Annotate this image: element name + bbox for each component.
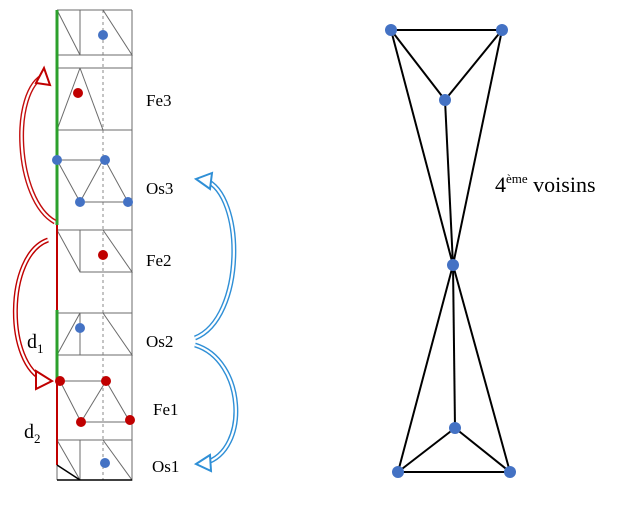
layer-os2 bbox=[56, 312, 133, 356]
os-atom bbox=[52, 155, 62, 165]
os-atom bbox=[123, 197, 133, 207]
blue-arrowhead-top bbox=[193, 171, 214, 191]
os-atom bbox=[75, 323, 85, 333]
layer-os3 bbox=[56, 159, 129, 203]
layer-top-os bbox=[56, 9, 133, 56]
label-os2: Os2 bbox=[146, 332, 173, 351]
label-os1: Os1 bbox=[152, 457, 179, 476]
fe-atom bbox=[101, 376, 111, 386]
blue-arrowhead-bottom bbox=[193, 453, 213, 473]
red-arrowhead-bottom bbox=[35, 369, 55, 391]
label-d1: d1 bbox=[27, 331, 44, 356]
os-atom bbox=[439, 94, 451, 106]
label-fe1: Fe1 bbox=[153, 400, 179, 419]
red-arrows bbox=[12, 65, 57, 391]
crystal-column bbox=[52, 9, 135, 481]
red-arrowhead-top bbox=[34, 65, 52, 87]
layer-fe1 bbox=[59, 380, 131, 423]
layer-fe2 bbox=[56, 229, 133, 273]
fourth-neighbors-diagram bbox=[385, 24, 516, 478]
fe-atom bbox=[98, 250, 108, 260]
fe-atom bbox=[76, 417, 86, 427]
blue-arrows bbox=[193, 171, 239, 473]
os-atom bbox=[392, 466, 404, 478]
label-d2: d2 bbox=[24, 421, 41, 446]
os-atom bbox=[75, 197, 85, 207]
os-atom bbox=[496, 24, 508, 36]
fe-atom bbox=[55, 376, 65, 386]
os-atom bbox=[449, 422, 461, 434]
fe-atom bbox=[125, 415, 135, 425]
label-fe2: Fe2 bbox=[146, 251, 172, 270]
label-os3: Os3 bbox=[146, 179, 173, 198]
os-atom bbox=[100, 458, 110, 468]
axis-diag bbox=[56, 464, 81, 481]
layer-fe3 bbox=[56, 67, 132, 131]
layer-os1 bbox=[56, 439, 133, 481]
os-atom-center bbox=[447, 259, 459, 271]
label-fe3: Fe3 bbox=[146, 91, 172, 110]
fe-atom bbox=[73, 88, 83, 98]
os-atom bbox=[504, 466, 516, 478]
os-atom bbox=[98, 30, 108, 40]
os-atom bbox=[385, 24, 397, 36]
label-fourth-neighbors: 4ème voisins bbox=[495, 171, 596, 197]
os-atom bbox=[100, 155, 110, 165]
